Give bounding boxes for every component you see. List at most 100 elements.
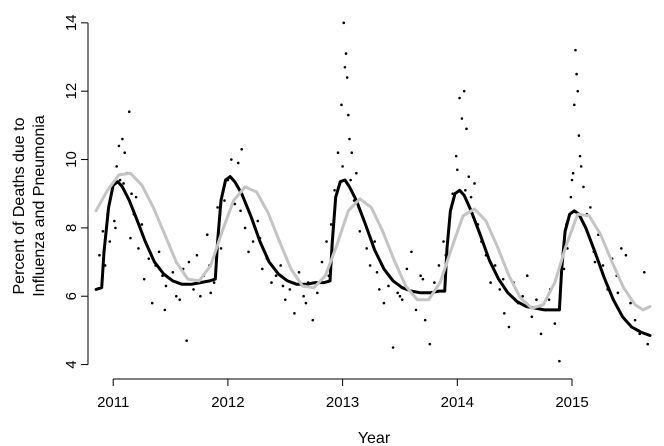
data-point	[347, 113, 350, 117]
data-point	[460, 117, 464, 120]
data-point	[507, 325, 511, 329]
data-point	[442, 240, 445, 243]
data-point	[281, 284, 285, 288]
data-point	[236, 161, 240, 165]
data-point	[616, 291, 620, 295]
data-point	[419, 274, 422, 278]
data-point	[117, 144, 121, 148]
data-point	[293, 312, 296, 315]
data-point	[279, 264, 282, 267]
data-point	[539, 332, 543, 336]
data-point	[570, 178, 574, 182]
data-point	[569, 195, 573, 199]
data-point	[503, 312, 506, 315]
data-point	[333, 188, 336, 192]
axes: 4 6 8 10 12 14 2011 2012 2013 2014 2015	[63, 14, 589, 411]
data-point	[423, 318, 427, 322]
data-point	[137, 247, 140, 250]
data-points	[98, 21, 650, 363]
data-point	[578, 154, 582, 158]
data-point	[378, 288, 381, 291]
data-point	[341, 165, 344, 168]
data-point	[118, 178, 122, 182]
data-point	[247, 250, 250, 254]
data-point	[329, 223, 333, 226]
x-ticks: 2011 2012 2013 2014 2015	[97, 379, 589, 411]
x-axis-title: Year	[358, 430, 391, 446]
data-point	[400, 298, 404, 301]
data-point	[205, 233, 209, 237]
data-point	[150, 301, 154, 305]
data-point	[454, 154, 458, 158]
data-point	[130, 192, 133, 196]
data-point	[387, 284, 390, 288]
data-point	[553, 322, 557, 325]
y-tick-label: 10	[63, 151, 80, 168]
data-point	[342, 21, 346, 25]
data-point	[261, 267, 264, 271]
data-point	[270, 281, 273, 284]
data-point	[601, 264, 605, 267]
data-point	[633, 318, 637, 322]
data-point	[336, 151, 340, 154]
data-point	[530, 315, 534, 319]
data-point	[187, 260, 191, 264]
data-point	[302, 294, 305, 298]
data-point	[525, 274, 529, 278]
data-point	[114, 226, 117, 230]
y-tick-label: 14	[63, 14, 80, 31]
data-point	[396, 291, 399, 295]
data-point	[127, 110, 131, 113]
data-point	[410, 250, 413, 254]
y-tick-label: 12	[63, 83, 80, 100]
data-point	[365, 247, 368, 250]
data-point	[575, 72, 578, 76]
data-point	[467, 175, 471, 178]
data-point	[304, 301, 308, 305]
data-point	[579, 165, 583, 168]
data-point	[230, 158, 233, 161]
data-point	[535, 298, 538, 301]
data-point	[576, 89, 580, 93]
data-point	[349, 178, 352, 182]
data-point	[501, 277, 505, 281]
data-point	[572, 103, 576, 107]
data-point	[547, 298, 551, 301]
data-point	[316, 291, 319, 295]
data-point	[382, 301, 386, 305]
data-point	[428, 342, 432, 346]
data-point	[368, 264, 372, 267]
data-point	[398, 294, 402, 298]
data-point	[185, 339, 188, 342]
data-point	[350, 151, 354, 154]
x-tick-label: 2015	[555, 394, 588, 411]
data-point	[192, 288, 195, 291]
data-point	[593, 260, 597, 264]
data-point	[421, 277, 425, 281]
data-point	[243, 226, 247, 230]
data-point	[405, 267, 409, 271]
data-point	[121, 137, 124, 141]
data-point	[129, 236, 132, 240]
data-point	[174, 294, 178, 298]
data-point	[164, 284, 168, 288]
data-point	[325, 240, 328, 243]
data-point	[620, 247, 623, 250]
data-point	[391, 346, 395, 349]
data-point	[212, 281, 216, 284]
data-point	[462, 89, 466, 93]
data-point	[437, 264, 441, 267]
data-point	[473, 182, 476, 185]
data-point	[171, 271, 175, 274]
data-point	[629, 301, 632, 305]
data-point	[469, 195, 473, 199]
data-point	[142, 277, 146, 281]
data-point	[624, 253, 628, 257]
y-tick-label: 8	[63, 224, 80, 232]
data-point	[464, 188, 467, 192]
data-point	[98, 253, 101, 257]
data-point	[348, 137, 351, 141]
data-point	[521, 294, 524, 298]
data-point	[642, 271, 646, 274]
